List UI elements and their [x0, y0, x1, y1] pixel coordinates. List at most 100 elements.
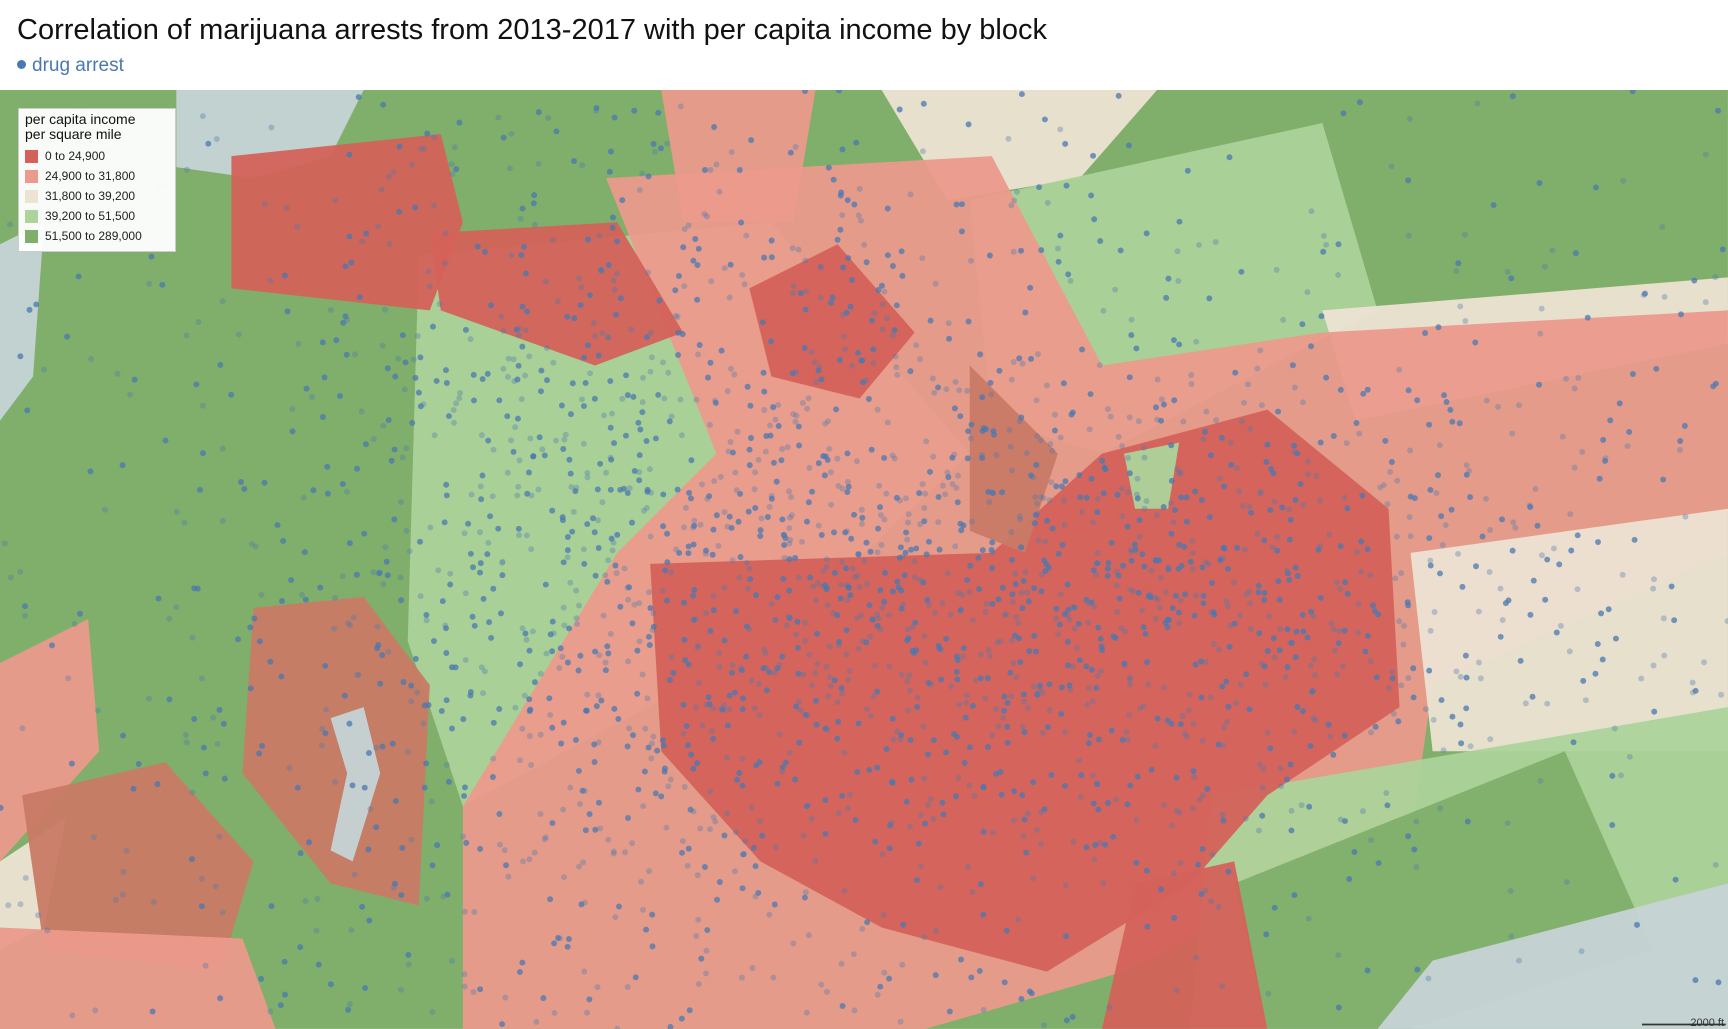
- arrest-dot: [1318, 313, 1325, 320]
- arrest-dot: [587, 370, 593, 377]
- arrest-dot: [1341, 494, 1348, 501]
- arrest-dot: [535, 109, 542, 116]
- arrest-dot: [1026, 988, 1033, 995]
- arrest-dot: [790, 283, 797, 290]
- arrest-dot: [1038, 247, 1045, 254]
- arrest-dot: [1007, 443, 1014, 450]
- arrest-dot: [1176, 341, 1183, 348]
- arrest-dot: [469, 613, 476, 620]
- arrest-dot: [248, 540, 255, 547]
- arrest-dot: [1174, 466, 1181, 473]
- arrest-dot: [768, 254, 775, 261]
- arrest-dot: [908, 776, 915, 783]
- arrest-dot: [555, 935, 562, 941]
- arrest-dot: [1236, 488, 1243, 495]
- arrest-dot: [658, 145, 664, 152]
- arrest-dot: [740, 851, 747, 858]
- arrest-dot: [519, 959, 526, 966]
- arrest-dot: [1058, 711, 1065, 718]
- arrest-dot: [461, 983, 468, 990]
- arrest-dot: [1238, 418, 1245, 425]
- arrest-dot: [252, 543, 259, 550]
- arrest-dot: [514, 415, 521, 422]
- arrest-dot: [1134, 495, 1141, 502]
- arrest-dot: [1678, 311, 1684, 318]
- arrest-dot: [694, 296, 701, 303]
- arrest-dot: [782, 759, 789, 766]
- arrest-dot: [1335, 272, 1342, 279]
- arrest-dot: [241, 485, 248, 492]
- arrest-dot: [1003, 611, 1010, 618]
- arrest-dot: [1003, 927, 1010, 934]
- arrest-dot: [1592, 184, 1599, 191]
- arrest-dot: [714, 896, 721, 903]
- arrest-dot: [33, 301, 40, 308]
- arrest-dot: [531, 679, 538, 686]
- arrest-dot: [1427, 562, 1434, 569]
- arrest-dot: [1204, 786, 1211, 792]
- arrest-dot: [949, 481, 956, 488]
- arrest-dot: [945, 320, 952, 327]
- arrest-dot: [19, 725, 26, 732]
- arrest-dot: [706, 421, 713, 428]
- arrest-dot: [401, 386, 408, 393]
- arrest-dot: [412, 655, 419, 662]
- arrest-dot: [712, 818, 719, 825]
- arrest-dot: [1168, 822, 1175, 829]
- arrest-dot: [1283, 776, 1290, 783]
- arrest-dot: [1300, 399, 1306, 406]
- arrest-dot: [707, 826, 713, 833]
- arrest-dot: [619, 395, 626, 402]
- arrest-dot: [801, 894, 808, 901]
- arrest-dot: [465, 520, 472, 527]
- arrest-dot: [605, 557, 612, 564]
- arrest-dot: [1227, 622, 1234, 629]
- arrest-dot: [1220, 724, 1227, 731]
- arrest-dot: [647, 533, 654, 540]
- arrest-dot: [504, 469, 511, 476]
- arrest-dot: [1179, 713, 1186, 720]
- arrest-dot: [1331, 647, 1338, 654]
- arrest-dot: [462, 326, 469, 333]
- arrest-dot: [486, 619, 493, 626]
- arrest-dot: [953, 201, 960, 208]
- arrest-dot: [1448, 506, 1455, 513]
- arrest-dot: [1287, 639, 1294, 646]
- arrest-dot: [1037, 437, 1044, 444]
- arrest-dot: [1061, 611, 1068, 618]
- arrest-dot: [323, 706, 330, 713]
- arrest-dot: [704, 213, 711, 220]
- arrest-dot: [1261, 589, 1268, 596]
- arrest-dot: [841, 333, 848, 340]
- arrest-dot: [515, 525, 522, 532]
- arrest-dot: [746, 462, 753, 469]
- legend-title: per capita income per square mile: [19, 112, 175, 146]
- arrest-dot: [327, 981, 334, 988]
- arrest-dot: [1490, 202, 1497, 209]
- arrest-dot: [842, 346, 848, 353]
- arrest-dot: [1057, 591, 1064, 598]
- arrest-dot: [219, 517, 226, 524]
- map[interactable]: [0, 90, 1728, 1029]
- arrest-dot: [1538, 552, 1545, 559]
- arrest-dot: [1311, 656, 1318, 663]
- arrest-dot: [602, 667, 609, 674]
- arrest-dot: [770, 404, 777, 411]
- arrest-dot: [748, 137, 755, 144]
- arrest-dot: [1299, 611, 1306, 618]
- arrest-dot: [820, 583, 827, 590]
- arrest-dot: [805, 932, 812, 939]
- arrest-dot: [1620, 177, 1627, 184]
- arrest-dot: [774, 594, 781, 601]
- arrest-dot: [333, 337, 340, 344]
- arrest-dot: [1661, 652, 1668, 659]
- arrest-dot: [1224, 565, 1231, 572]
- arrest-dot: [1308, 689, 1315, 696]
- arrest-dot: [761, 254, 768, 261]
- arrest-dot: [1049, 447, 1056, 454]
- arrest-dot: [989, 600, 996, 607]
- arrest-dot: [1021, 698, 1028, 705]
- arrest-dot: [956, 387, 963, 394]
- arrest-dot: [1387, 468, 1394, 475]
- arrest-dot: [643, 926, 650, 933]
